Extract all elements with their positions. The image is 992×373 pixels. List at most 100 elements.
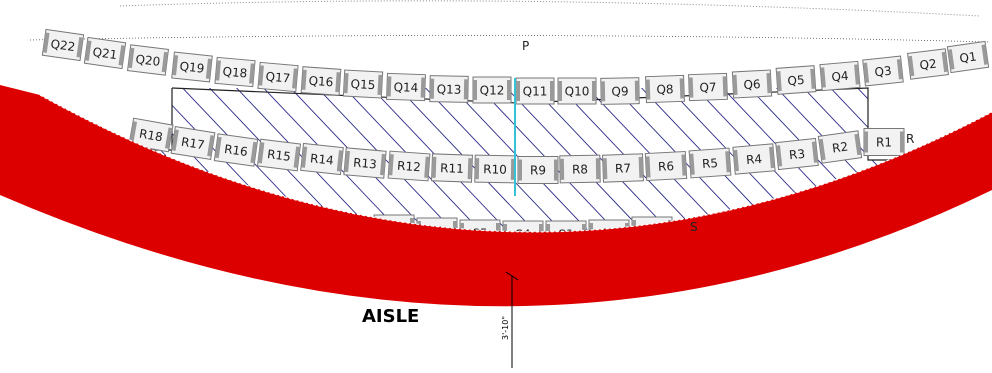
seat-label: R8 — [572, 162, 588, 176]
seat-box — [907, 48, 949, 80]
seat-q20[interactable]: Q20 — [127, 44, 169, 76]
seat-label: R16 — [223, 142, 248, 159]
hatch-line — [174, 88, 366, 243]
seat-arm-left — [689, 153, 695, 175]
seat-arm-left — [558, 81, 562, 101]
seat-arm-left — [474, 158, 480, 180]
seat-arm-left — [344, 150, 350, 173]
hatch-line — [687, 88, 879, 243]
seat-label: Q18 — [222, 64, 248, 80]
seat-r18[interactable]: R18 — [128, 117, 174, 153]
row-q: Q22 Q21 Q20 Q19 Q18 Q17 Q16 Q15 Q14 Q13 Q12 Q11 Q10 Q… — [41, 28, 990, 105]
seat-q13[interactable]: Q13 — [429, 75, 469, 103]
seat-q6[interactable]: Q6 — [731, 69, 773, 99]
seat-box — [342, 69, 384, 99]
seat-box — [600, 77, 640, 105]
seat-arm-right — [681, 154, 687, 176]
seat-label: R9 — [530, 164, 546, 178]
seat-arm-left — [733, 149, 739, 172]
seat-label: R18 — [138, 127, 164, 145]
hatch-line — [633, 88, 825, 243]
seat-q17[interactable]: Q17 — [257, 61, 299, 93]
seat-arm-left — [907, 55, 915, 77]
seat-q19[interactable]: Q19 — [171, 51, 213, 83]
seat-r14[interactable]: R14 — [300, 142, 344, 176]
seat-arm-right — [336, 150, 343, 172]
seat-arm-left — [732, 74, 738, 95]
seat-box — [862, 55, 904, 87]
seat-q7[interactable]: Q7 — [688, 72, 728, 102]
seat-r10[interactable]: R10 — [474, 154, 516, 184]
seat-q14[interactable]: Q14 — [386, 72, 426, 102]
seat-r9[interactable]: R9 — [517, 156, 559, 184]
seat-r8[interactable]: R8 — [559, 154, 601, 184]
seat-q2[interactable]: Q2 — [907, 48, 949, 80]
seat-box — [775, 65, 817, 95]
seat-arm-right — [638, 156, 644, 178]
seat-arm-left — [386, 76, 392, 97]
seat-q1[interactable]: Q1 — [946, 40, 990, 74]
aisle-band — [0, 85, 992, 307]
seat-r12[interactable]: R12 — [387, 150, 431, 182]
seat-q10[interactable]: Q10 — [557, 77, 597, 105]
seat-q22[interactable]: Q22 — [41, 28, 85, 62]
seat-label: R1 — [876, 136, 892, 150]
seat-arm-left — [864, 131, 868, 153]
seat-q12[interactable]: Q12 — [472, 76, 512, 104]
seat-arm-left — [863, 62, 870, 83]
seat-arm-left — [215, 60, 221, 81]
seat-box — [127, 44, 169, 76]
seat-r11[interactable]: R11 — [431, 153, 473, 183]
seat-r13[interactable]: R13 — [343, 147, 387, 179]
seat-q11[interactable]: Q11 — [515, 77, 555, 105]
seat-label: Q9 — [611, 84, 628, 98]
seat-arm-left — [172, 55, 179, 76]
seat-q9[interactable]: Q9 — [600, 77, 640, 105]
seat-r3[interactable]: R3 — [775, 137, 819, 171]
seat-label: Q17 — [265, 69, 291, 85]
seat-q15[interactable]: Q15 — [342, 69, 384, 99]
seat-r4[interactable]: R4 — [732, 143, 776, 175]
aisle-dimension-label: 3'-10" — [501, 316, 510, 340]
seat-r2[interactable]: R2 — [817, 130, 863, 164]
seat-box — [517, 156, 559, 184]
seat-arm-left — [214, 136, 222, 159]
seat-arm-right — [634, 80, 640, 101]
seat-q3[interactable]: Q3 — [862, 55, 904, 87]
seat-arm-right — [896, 59, 903, 80]
seat-box — [644, 150, 688, 182]
row-p-label: P — [522, 39, 529, 53]
seat-arm-right — [467, 158, 473, 180]
seat-arm-right — [377, 74, 383, 95]
seat-arm-right — [205, 58, 212, 79]
seat-label: Q10 — [565, 85, 590, 99]
aisle-dimension-tick-top — [505, 271, 519, 281]
seat-r1[interactable]: R1 — [863, 128, 905, 156]
seat-q8[interactable]: Q8 — [645, 74, 685, 104]
seat-arm-left — [431, 156, 437, 178]
seat-r17[interactable]: R17 — [170, 125, 216, 161]
hatch-line — [606, 88, 798, 243]
seat-label: Q7 — [699, 80, 717, 95]
seat-q21[interactable]: Q21 — [83, 36, 127, 70]
seat-arm-right — [766, 73, 772, 94]
hatch-line — [714, 88, 903, 243]
seat-q18[interactable]: Q18 — [214, 56, 256, 88]
seat-q5[interactable]: Q5 — [775, 65, 817, 95]
seat-arm-left — [820, 67, 826, 88]
seat-q4[interactable]: Q4 — [819, 60, 861, 92]
seat-r16[interactable]: R16 — [213, 133, 259, 167]
seat-q16[interactable]: Q16 — [300, 66, 342, 96]
seat-r7[interactable]: R7 — [602, 153, 644, 183]
seat-arm-right — [293, 146, 301, 168]
seat-arm-right — [164, 127, 173, 149]
seat-r5[interactable]: R5 — [688, 147, 732, 179]
seat-arm-left — [171, 129, 179, 151]
seat-r6[interactable]: R6 — [644, 150, 688, 182]
seat-r15[interactable]: R15 — [256, 138, 302, 172]
seat-arm-left — [776, 71, 782, 92]
seat-label: R10 — [483, 162, 507, 176]
seat-arm-left — [516, 81, 520, 101]
seat-arm-left — [602, 158, 608, 180]
row-p-line — [29, 35, 991, 43]
